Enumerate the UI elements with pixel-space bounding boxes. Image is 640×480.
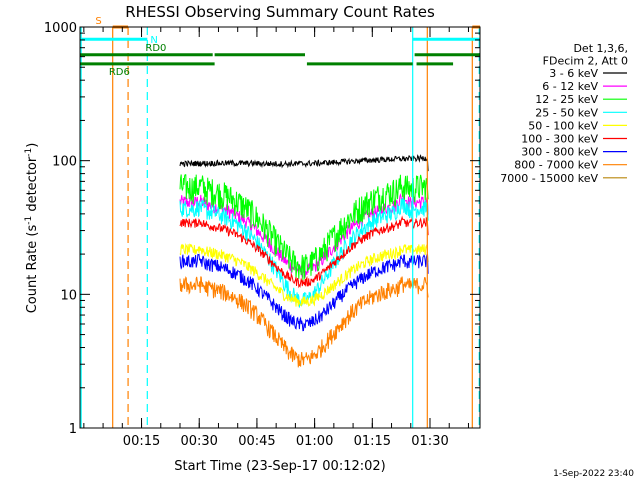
series-line-300-800keV — [179, 253, 429, 332]
vertical-markers — [80, 27, 480, 428]
y-tick-label: 10 — [60, 288, 77, 303]
flag-label-n: N — [150, 35, 157, 46]
series-line-25-50keV — [179, 197, 429, 308]
legend-header: Det 1,3,6, — [573, 42, 628, 55]
legend-entry-label: 800 - 7000 keV — [514, 159, 598, 172]
legend-header: FDecim 2, Att 0 — [543, 55, 628, 68]
flag-label-rd0: RD0 — [145, 43, 166, 54]
plot-frame — [79, 26, 481, 429]
y-tick-label: 1 — [69, 422, 77, 437]
legend-entry-label: 50 - 100 keV — [528, 119, 598, 132]
x-tick-label: 01:30 — [411, 434, 448, 449]
legend-entry-label: 7000 - 15000 keV — [500, 172, 598, 185]
x-tick-label: 01:00 — [296, 434, 333, 449]
x-tick-label: 01:15 — [354, 434, 391, 449]
x-tick-label: 00:45 — [238, 434, 275, 449]
legend-entry-label: 100 - 300 keV — [521, 133, 598, 146]
series-line-100-300keV — [179, 215, 429, 289]
y-tick-label: 100 — [52, 155, 77, 170]
series-line-50-100keV — [179, 242, 429, 307]
legend-entry-label: 12 - 25 keV — [535, 93, 598, 106]
legend-entry-label: 6 - 12 keV — [542, 80, 598, 93]
series-line-3-6keV — [179, 154, 429, 172]
footer-date: 1-Sep-2022 23:40 — [553, 469, 634, 479]
flag-label-rd6: RD6 — [109, 67, 130, 78]
y-axis-label: Count Rate (s-1 detector-1) — [24, 143, 40, 314]
data-layer — [179, 154, 429, 368]
x-axis-label: Start Time (23-Sep-17 00:12:02) — [174, 459, 385, 474]
legend-entry-label: 25 - 50 keV — [535, 106, 598, 119]
legend-entry-label: 3 - 6 keV — [549, 67, 598, 80]
flag-label-s: S — [95, 16, 101, 27]
series-line-12-25keV — [179, 174, 429, 281]
legend-entry-label: 300 - 800 keV — [521, 146, 598, 159]
x-tick-label: 00:30 — [180, 434, 217, 449]
x-tick-label: 00:15 — [123, 434, 160, 449]
axes: 00:15 00:30 00:45 01:00 01:15 01:30 1 10 100 1000 — [44, 21, 480, 449]
series-line-800-7000keV — [179, 276, 429, 368]
chart-title: RHESSI Observing Summary Count Rates — [125, 3, 435, 21]
y-tick-label: 1000 — [44, 21, 77, 36]
